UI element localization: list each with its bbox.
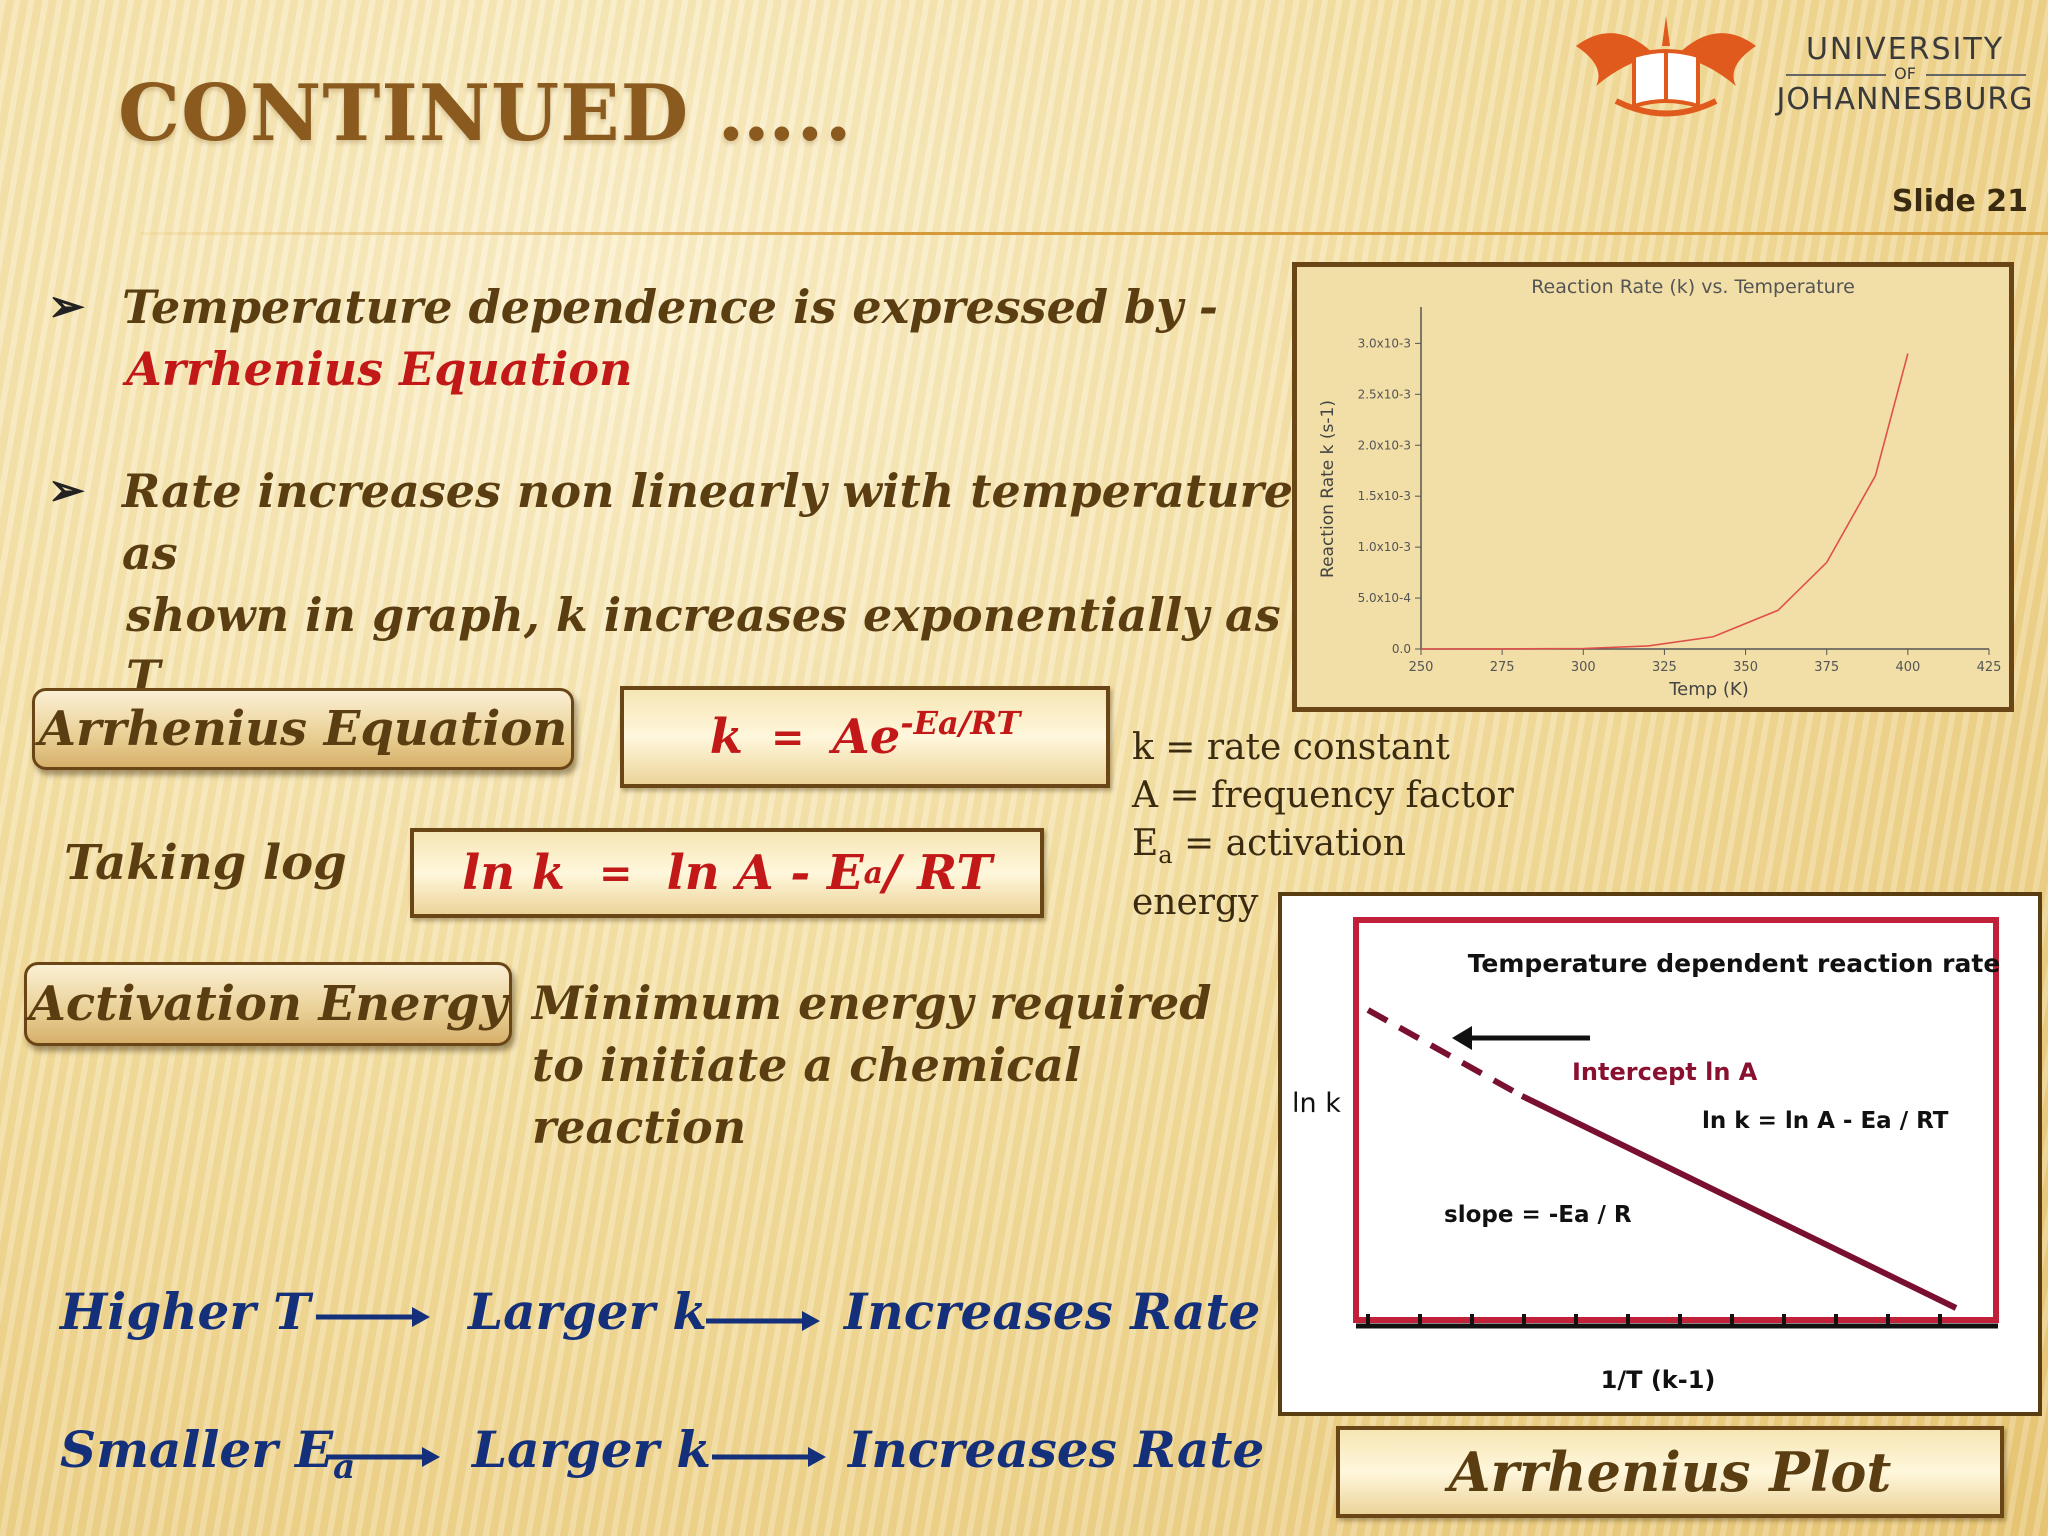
relation-1-a: Higher T: [60, 1282, 311, 1341]
relation-arrow-icon: [326, 1447, 440, 1467]
arrow-bullet-icon: ➢: [48, 281, 85, 332]
equation-label: ln k = ln A - Ea / RT: [1702, 1108, 1949, 1134]
bullet-text: Temperature dependence is expressed by -: [122, 280, 1219, 334]
y-tick-label: 2.0x10-3: [1358, 438, 1411, 452]
arrhenius-equation-label: Arrhenius Equation: [32, 688, 574, 770]
logo-line-left: [1786, 74, 1886, 76]
def-A: A = frequency factor: [1132, 775, 1514, 816]
log-lhs: ln k: [461, 845, 566, 901]
page-title: CONTINUED …..: [118, 68, 853, 159]
relation-2-b: Larger k: [472, 1420, 712, 1479]
arrhenius-plot-label: Arrhenius Plot: [1336, 1426, 2004, 1518]
x-tick-label: 300: [1571, 660, 1596, 675]
university-logo: UNIVERSITY OF JOHANNESBURG: [1556, 6, 2046, 126]
logo-line-right: [1926, 74, 2026, 76]
chart-x-label: Temp (K): [1668, 679, 1749, 700]
logo-university: UNIVERSITY: [1805, 32, 2005, 67]
def-Ea-cont: energy: [1132, 882, 1259, 924]
def-k: k = rate constant: [1132, 727, 1450, 768]
slide-number: Slide 21: [1891, 184, 2028, 219]
plot-frame-rect: [1353, 917, 1999, 1323]
log-equation-box: ln k = ln A - E a / RT: [410, 828, 1044, 918]
y-tick-label: 2.5x10-3: [1358, 387, 1411, 401]
x-tick-label: 325: [1652, 660, 1677, 675]
data-line: [1520, 1093, 1958, 1311]
log-rhs-1: ln A - E: [666, 845, 864, 901]
plot-x-ticks: [1366, 1314, 1942, 1326]
extrapolated-line: [1366, 1007, 1524, 1099]
intercept-arrow-head-icon: [1452, 1026, 1472, 1050]
relation-1-c: Increases Rate: [844, 1282, 1261, 1341]
def-Ea-text: = activation: [1172, 823, 1406, 864]
def-Ea: Ea = activation: [1132, 820, 1532, 879]
y-tick-label: 1.5x10-3: [1358, 489, 1411, 503]
activation-line-1: Minimum energy required: [532, 976, 1212, 1030]
plot-y-label: ln k: [1292, 1088, 1341, 1119]
equation-equals: =: [771, 713, 805, 761]
x-tick-label: 350: [1733, 660, 1758, 675]
x-tick-label: 275: [1490, 660, 1515, 675]
bullet-temperature-dependence: ➢ Temperature dependence is expressed by…: [48, 276, 1222, 400]
chart-title: Reaction Rate (k) vs. Temperature: [1531, 276, 1855, 298]
arrhenius-plot: Temperature dependent reaction rate Inte…: [1278, 892, 2042, 1416]
chart-y-label: Reaction Rate k (s-1): [1318, 400, 1338, 578]
chart-series: [1420, 353, 1909, 650]
x-tick-label: 400: [1895, 660, 1920, 675]
y-tick-label: 5.0x10-4: [1358, 591, 1411, 605]
relation-arrow-icon: [316, 1307, 430, 1327]
relation-2-a-text: Smaller E: [60, 1420, 334, 1479]
plot-title: Temperature dependent reaction rate: [1468, 949, 2001, 978]
equation-k: k: [709, 709, 744, 765]
relation-arrow-icon: [712, 1447, 826, 1467]
equation-A: Ae: [832, 709, 901, 765]
def-Ea-sub: a: [1158, 841, 1173, 870]
y-tick-label: 3.0x10-3: [1358, 336, 1411, 350]
activation-energy-label: Activation Energy: [24, 962, 512, 1046]
definitions-block: k = rate constant A = frequency factor E…: [1132, 724, 1532, 927]
arrow-bullet-icon: ➢: [48, 465, 85, 516]
arrhenius-plot-svg: Temperature dependent reaction rate Inte…: [1292, 917, 2001, 1394]
bird-book-crest-icon: [1576, 16, 1756, 117]
equation-exponent: -Ea/RT: [900, 704, 1021, 742]
arrhenius-equation-box: k = Ae -Ea/RT: [620, 686, 1110, 788]
x-tick-label: 425: [1977, 660, 2002, 675]
log-rhs-sub: a: [863, 855, 884, 891]
chart-axes: 250 275 300 325 350 375 400 425 0.0 5.0x10-4 1.0x1…: [1358, 307, 2002, 675]
intercept-label: Intercept ln A: [1572, 1058, 1758, 1086]
bullet-line-1: Rate increases non linearly with tempera…: [122, 464, 1294, 580]
rate-vs-temp-chart: Reaction Rate (k) vs. Temperature Reacti…: [1292, 262, 2014, 712]
plot-x-label: 1/T (k-1): [1601, 1366, 1716, 1394]
log-rhs-2: / RT: [883, 845, 993, 901]
slope-label: slope = -Ea / R: [1444, 1202, 1632, 1228]
logo-johannesburg: JOHANNESBURG: [1776, 82, 2034, 117]
relation-2-a: Smaller Ea: [60, 1420, 355, 1487]
taking-log-label: Taking log: [64, 835, 347, 891]
series-line: [1420, 353, 1909, 650]
x-tick-label: 375: [1814, 660, 1839, 675]
header-divider: [140, 232, 2048, 235]
relation-2-c: Increases Rate: [848, 1420, 1265, 1479]
relation-1-b: Larger k: [468, 1282, 708, 1341]
logo-of: OF: [1894, 64, 1916, 83]
bullet-highlight: Arrhenius Equation: [126, 342, 633, 396]
log-equals: =: [599, 849, 633, 897]
relation-arrow-icon: [706, 1311, 820, 1331]
rate-vs-temp-svg: Reaction Rate (k) vs. Temperature Reacti…: [1318, 276, 2002, 700]
bullet-rate-increase: ➢ Rate increases non linearly with tempe…: [48, 460, 1302, 770]
y-tick-label: 1.0x10-3: [1358, 540, 1411, 554]
activation-line-2: to initiate a chemical: [532, 1038, 1082, 1092]
activation-definition: Minimum energy required to initiate a ch…: [532, 972, 1232, 1158]
activation-line-3: reaction: [532, 1100, 747, 1154]
x-tick-label: 250: [1409, 660, 1434, 675]
def-Ea-letter: E: [1132, 823, 1159, 864]
y-tick-label: 0.0: [1392, 642, 1411, 656]
